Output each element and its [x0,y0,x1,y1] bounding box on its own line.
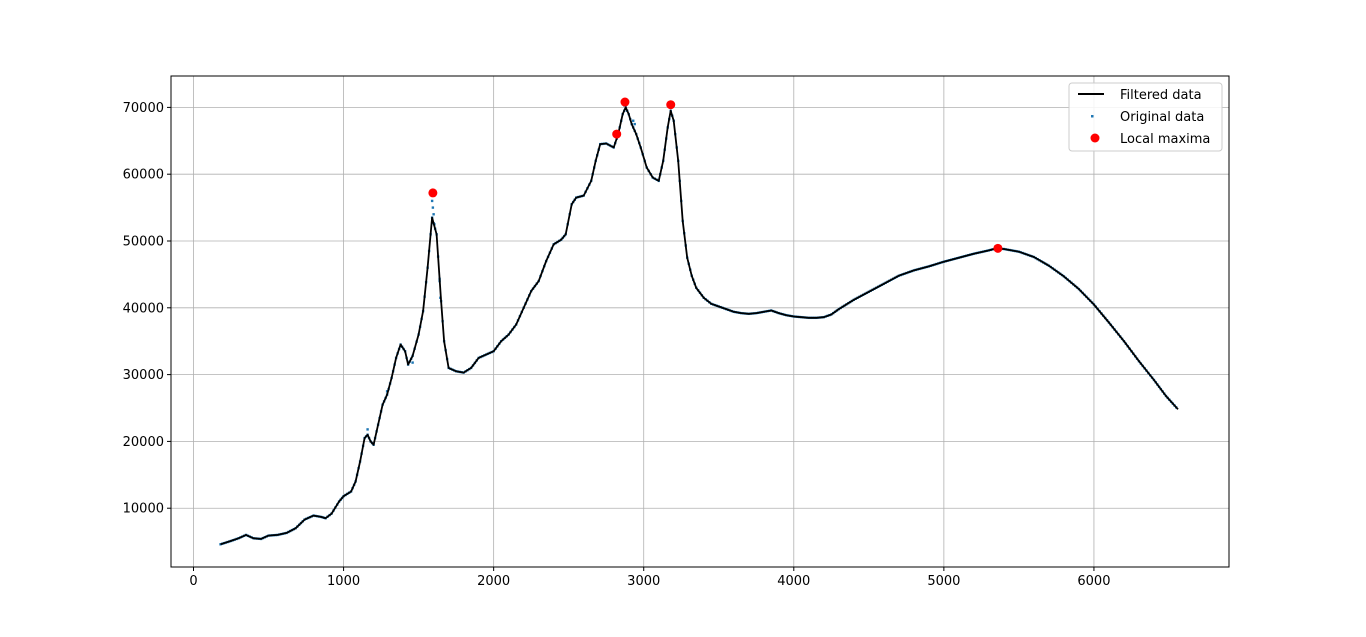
x-tick-label: 1000 [327,574,360,589]
x-tick-label: 4000 [777,574,810,589]
plot-frame [170,75,1230,568]
filtered-data-series [220,106,1179,546]
legend-original-label: Original data [1120,110,1204,125]
y-tick-label: 70000 [123,101,164,116]
y-tick-label: 60000 [123,168,164,183]
legend: Filtered data Original data Local maxima [1068,82,1223,152]
original-data-point [632,119,635,122]
x-axis: 0 1000 2000 3000 4000 5000 6000 [189,567,1110,589]
y-tick-label: 10000 [123,502,164,517]
x-tick-label: 2000 [477,574,510,589]
original-data-point [431,206,435,209]
y-axis: 10000 20000 30000 40000 50000 60000 70000 [123,101,171,517]
local-maximum-marker [428,188,438,198]
y-tick-label: 40000 [123,301,164,316]
original-data-point [432,213,435,216]
local-maximum-marker [620,97,630,107]
legend-maxima-label: Local maxima [1120,132,1210,147]
x-tick-label: 5000 [927,574,960,589]
local-maximum-marker [666,100,676,110]
local-maxima-series [428,97,1003,253]
y-tick-label: 20000 [123,435,164,450]
grid [171,76,1229,567]
filtered-data-line [220,106,1179,546]
original-data-point [430,199,434,203]
original-data-point [366,428,369,431]
x-tick-label: 3000 [627,574,660,589]
legend-box [1068,82,1223,152]
original-data-point [411,361,414,364]
y-tick-label: 30000 [123,368,164,383]
y-tick-label: 50000 [123,235,164,250]
legend-maxima-swatch [1090,133,1100,143]
x-tick-label: 0 [189,574,197,589]
local-maximum-marker [993,243,1003,253]
x-tick-label: 6000 [1077,574,1110,589]
local-maximum-marker [612,129,622,139]
original-data-point [633,122,636,126]
legend-original-swatch [1091,115,1094,118]
legend-filtered-label: Filtered data [1120,88,1202,103]
